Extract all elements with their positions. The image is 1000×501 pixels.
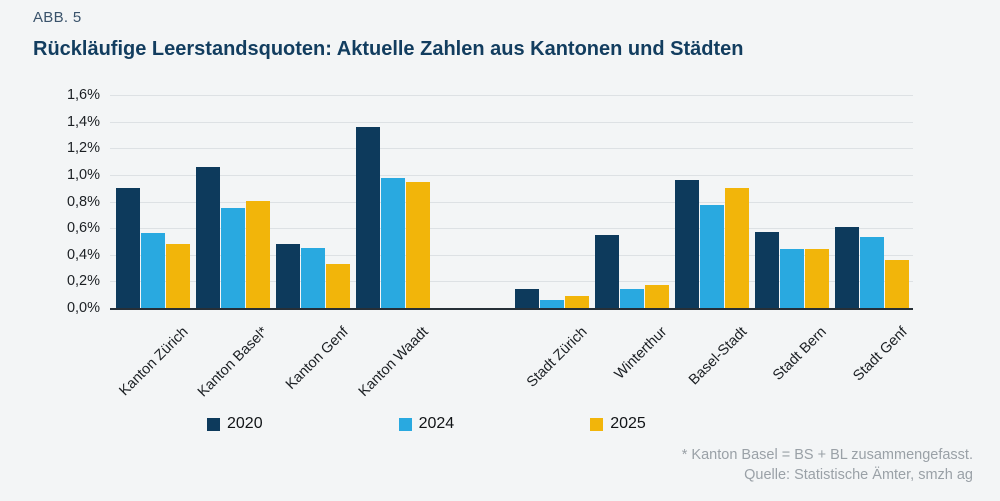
bar-2024[interactable] [860, 237, 884, 308]
gridline [110, 254, 913, 256]
legend-item-2020: 2020 [207, 415, 263, 433]
bar-2024[interactable] [780, 249, 804, 308]
bar-2020[interactable] [835, 227, 859, 308]
y-tick-label: 0,4% [66, 246, 100, 263]
bar-group-stadt-bern: Stadt Bern [755, 95, 830, 384]
bar-2025[interactable] [406, 182, 430, 308]
bar-2020[interactable] [755, 232, 779, 308]
chart-title: Rückläufige Leerstandsquoten: Aktuelle Z… [33, 38, 744, 60]
bar-group-kanton-genf: Kanton Genf [276, 95, 351, 393]
bar-2020[interactable] [515, 289, 539, 308]
y-tick-label: 1,0% [66, 166, 100, 183]
bar-2025[interactable] [166, 244, 190, 308]
bar-2025[interactable] [326, 264, 350, 308]
bar-2024[interactable] [221, 208, 245, 308]
x-tick-label: Stadt Zürich [523, 324, 591, 391]
x-tick-label: Stadt Bern [770, 324, 831, 384]
y-tick-label: 0,6% [66, 220, 100, 237]
plot-area: Kanton Zürich Kanton Basel* Kanton Genf Kan… [110, 95, 913, 400]
gridline [110, 95, 913, 96]
x-tick-label: Basel-Stadt [685, 324, 751, 389]
gridline [110, 281, 913, 283]
bar-group-stadt-genf: Stadt Genf [835, 95, 910, 384]
x-tick-label: Winterthur [611, 324, 671, 383]
bar-2024[interactable] [620, 289, 644, 308]
legend-swatch-2024 [398, 417, 412, 431]
footnote-line-2: Quelle: Statistische Ämter, smzh ag [744, 467, 973, 483]
legend-label: 2024 [418, 415, 455, 432]
bar-group-kanton-waadt: Kanton Waadt [355, 95, 431, 400]
x-tick-label: Kanton Basel* [195, 324, 272, 401]
bar-group-stadt-z-rich: Stadt Zürich [515, 95, 590, 391]
gridline [110, 201, 913, 203]
bar-2020[interactable] [595, 235, 619, 308]
cluster-gap-spacer [436, 95, 509, 308]
x-tick-label: Kanton Genf [282, 324, 352, 393]
y-axis-tick-labels: 1,6% 1,4% 1,2% 1,0% 0,8% 0,6% 0,4% 0,2% 0,0% [36, 87, 100, 316]
y-tick-label: 1,4% [66, 113, 100, 130]
gridline [110, 121, 913, 123]
footnote: * Kanton Basel = BS + BL zusammengefasst… [682, 445, 973, 485]
bar-2020[interactable] [356, 127, 380, 308]
y-tick-label: 0,2% [66, 273, 100, 290]
y-tick-label: 0,8% [66, 193, 100, 210]
gridline [110, 228, 913, 230]
gridline [110, 174, 913, 176]
legend: 2020 2024 2025 [207, 415, 646, 433]
legend-swatch-2025 [590, 417, 604, 431]
bar-2024[interactable] [540, 300, 564, 308]
bar-2020[interactable] [675, 180, 699, 308]
bar-2024[interactable] [700, 205, 724, 308]
bar-group-basel-stadt: Basel-Stadt [675, 95, 750, 388]
figure-number: ABB. 5 [33, 9, 82, 26]
bar-2025[interactable] [246, 201, 270, 308]
legend-item-2024: 2024 [398, 415, 455, 433]
bar-2025[interactable] [725, 188, 749, 308]
bar-2020[interactable] [276, 244, 300, 308]
bar-2025[interactable] [565, 296, 589, 308]
x-tick-label: Kanton Zürich [116, 324, 192, 400]
y-tick-label: 1,6% [66, 87, 100, 103]
bar-2025[interactable] [645, 285, 669, 308]
bar-2024[interactable] [141, 233, 165, 308]
x-tick-label: Stadt Genf [849, 324, 911, 385]
bar-groups: Kanton Zürich Kanton Basel* Kanton Genf Kan… [116, 95, 910, 400]
legend-label: 2020 [227, 415, 263, 432]
bar-2025[interactable] [885, 260, 909, 308]
bar-2024[interactable] [301, 248, 325, 308]
gridline [110, 148, 913, 150]
bar-2024[interactable] [381, 178, 405, 308]
footnote-line-1: * Kanton Basel = BS + BL zusammengefasst… [681, 447, 973, 463]
y-tick-label: 1,2% [66, 140, 100, 157]
legend-swatch-2020 [207, 417, 220, 431]
bar-group-winterthur: Winterthur [595, 95, 670, 383]
bar-group-kanton-z-rich: Kanton Zürich [116, 95, 191, 399]
bar-2020[interactable] [196, 167, 220, 308]
bar-2025[interactable] [805, 249, 829, 308]
x-tick-label: Kanton Waadt [355, 324, 432, 400]
bar-group-kanton-basel-: Kanton Basel* [195, 95, 271, 400]
bar-2020[interactable] [116, 188, 140, 308]
legend-label: 2025 [610, 415, 646, 432]
legend-item-2025: 2025 [590, 415, 646, 433]
y-tick-label: 0,0% [66, 300, 100, 316]
